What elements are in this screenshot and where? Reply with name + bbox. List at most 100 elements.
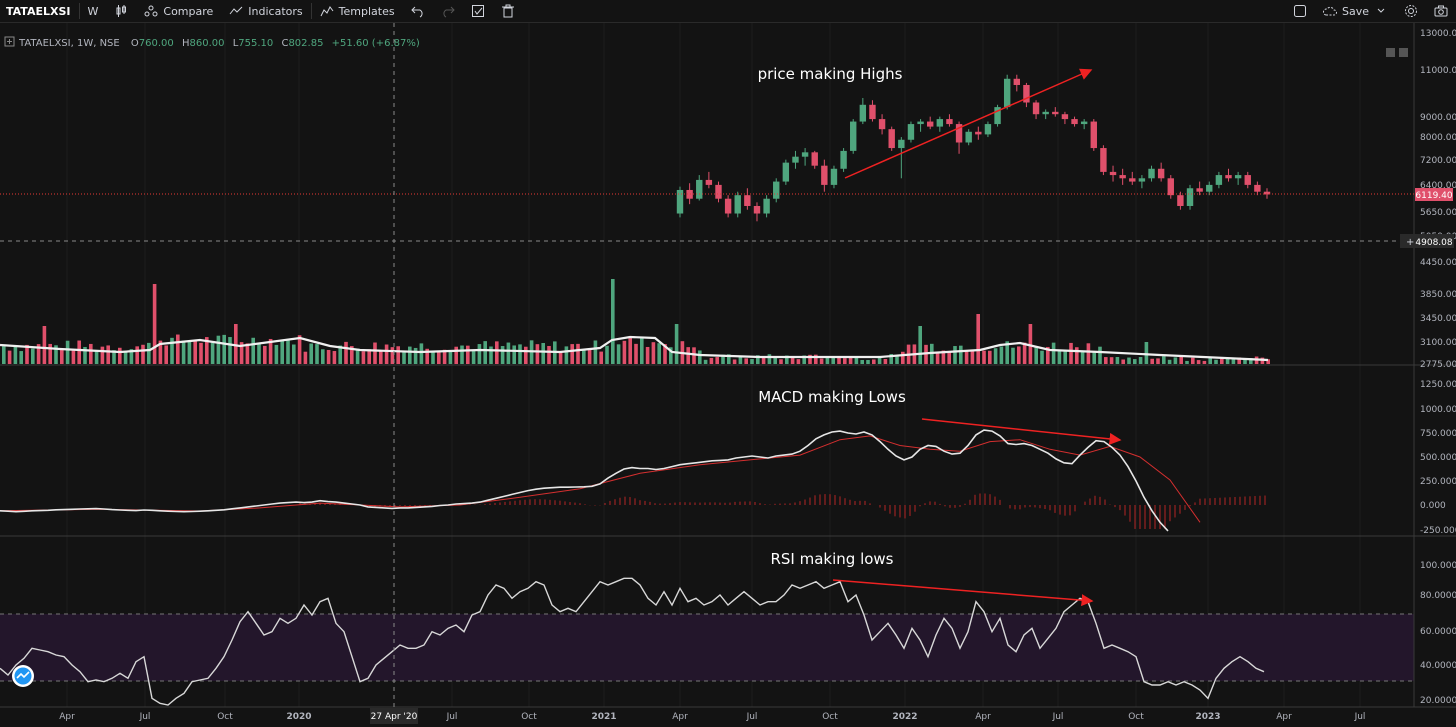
time-axis-label: Apr xyxy=(1276,712,1292,722)
rsi-axis-tick-label: 60.0000 xyxy=(1420,627,1456,637)
volume-bar xyxy=(941,350,946,364)
volume-bar xyxy=(709,357,714,364)
volume-bar xyxy=(901,351,905,364)
save-button[interactable]: Save xyxy=(1315,0,1396,22)
redo-button[interactable] xyxy=(433,0,463,22)
fullscreen-button[interactable] xyxy=(1285,0,1315,22)
volume-bar xyxy=(524,346,528,364)
volume-bar xyxy=(738,355,743,364)
crosshair-price-badge: + 4908.08 xyxy=(1400,234,1454,248)
candle-body xyxy=(1129,178,1136,182)
candle-body xyxy=(994,107,1001,125)
symbol-search-button[interactable]: TATAELXSI xyxy=(6,4,71,18)
volume-bar xyxy=(437,351,441,364)
macd-axis-tick-label: -250.000 xyxy=(1420,526,1456,536)
volume-bar xyxy=(239,342,244,364)
crosshair-date-label: 27 Apr '20 xyxy=(371,712,418,722)
volume-bar xyxy=(657,343,661,364)
volume-bar xyxy=(489,346,493,364)
volume-bar xyxy=(187,340,192,364)
tradingview-logo[interactable] xyxy=(12,665,34,687)
volume-bar xyxy=(106,345,110,364)
camera-button[interactable] xyxy=(1426,0,1456,22)
time-axis-label: 2021 xyxy=(591,712,616,722)
volume-bar xyxy=(825,357,830,364)
volume-bar xyxy=(1138,357,1143,364)
price-axis-tick-label: 4450.00 xyxy=(1420,258,1456,268)
volume-bar xyxy=(1040,350,1044,364)
volume-bar xyxy=(129,349,134,364)
plus-icon[interactable]: + xyxy=(1406,237,1414,248)
candle-body xyxy=(1138,178,1146,182)
volume-bar xyxy=(976,314,980,364)
compare-button[interactable]: Compare xyxy=(136,0,221,22)
macd-axis-tick-label: 250.000 xyxy=(1420,477,1456,487)
crosshair-date-badge xyxy=(370,708,418,724)
volume-bar xyxy=(1022,342,1027,364)
candle-body xyxy=(926,121,934,127)
volume-bar xyxy=(48,343,52,364)
volume-bar xyxy=(1249,358,1253,364)
volume-bar xyxy=(889,354,893,364)
price-axis-tick-label: 11000.00 xyxy=(1420,66,1456,76)
volume-bar xyxy=(576,343,580,364)
volume-bar xyxy=(1034,346,1038,364)
volume-bar xyxy=(54,345,58,364)
volume-bar xyxy=(854,356,859,364)
volume-bar xyxy=(715,357,719,364)
volume-bar xyxy=(13,346,18,364)
expand-icon[interactable] xyxy=(4,36,15,47)
candle-body xyxy=(724,198,732,214)
volume-bar xyxy=(216,335,221,364)
candle-body xyxy=(830,168,838,185)
pane-maximize-icon[interactable] xyxy=(1399,48,1408,57)
settings-button[interactable] xyxy=(1396,0,1426,22)
delete-button[interactable] xyxy=(493,0,523,22)
price-axis-tick-label: 3100.00 xyxy=(1420,338,1456,348)
volume-bar xyxy=(947,351,951,364)
volume-bar xyxy=(1179,356,1183,364)
volume-bar xyxy=(611,279,615,364)
candle-body xyxy=(753,205,761,214)
templates-button[interactable]: Templates xyxy=(312,0,403,22)
checklist-button[interactable] xyxy=(463,0,493,22)
volume-bar xyxy=(65,340,70,364)
volume-bar xyxy=(25,344,29,364)
indicators-button[interactable]: Indicators xyxy=(221,0,310,22)
volume-bar xyxy=(831,356,835,364)
volume-bar xyxy=(425,348,429,364)
volume-bar xyxy=(918,326,922,364)
candle-body xyxy=(1206,184,1213,192)
candle-body xyxy=(763,198,770,214)
volume-bar xyxy=(199,342,203,364)
volume-bar xyxy=(1104,357,1108,364)
volume-bar xyxy=(448,351,453,364)
volume-bar xyxy=(785,355,789,364)
volume-bar xyxy=(483,341,487,364)
volume-bar xyxy=(1185,360,1189,364)
candle-body xyxy=(850,121,857,151)
volume-bar xyxy=(1028,324,1033,364)
candle-body xyxy=(936,119,944,127)
volume-bar xyxy=(379,350,383,364)
candle-body xyxy=(869,104,876,120)
legend-open-label: O xyxy=(131,38,139,49)
time-axis-label: Jul xyxy=(1354,712,1366,722)
volume-bar xyxy=(663,344,667,364)
price-axis-tick-label: 5650.00 xyxy=(1420,208,1456,218)
volume-bar xyxy=(1167,359,1172,364)
chart-type-button[interactable] xyxy=(106,0,136,22)
undo-button[interactable] xyxy=(403,0,433,22)
chart-canvas[interactable]: price making Highs MACD making Lows RSI … xyxy=(0,23,1456,727)
volume-bar xyxy=(181,340,186,364)
volume-bar xyxy=(332,351,337,364)
pane-down-icon[interactable] xyxy=(1386,48,1395,57)
volume-bar xyxy=(147,342,151,364)
volume-bar xyxy=(257,342,261,364)
interval-button[interactable]: W xyxy=(87,4,99,18)
rsi-line xyxy=(0,577,1265,706)
candle-body xyxy=(1225,175,1232,179)
volume-bar xyxy=(703,359,708,364)
volume-bar xyxy=(727,354,731,364)
candle-body xyxy=(840,150,847,169)
